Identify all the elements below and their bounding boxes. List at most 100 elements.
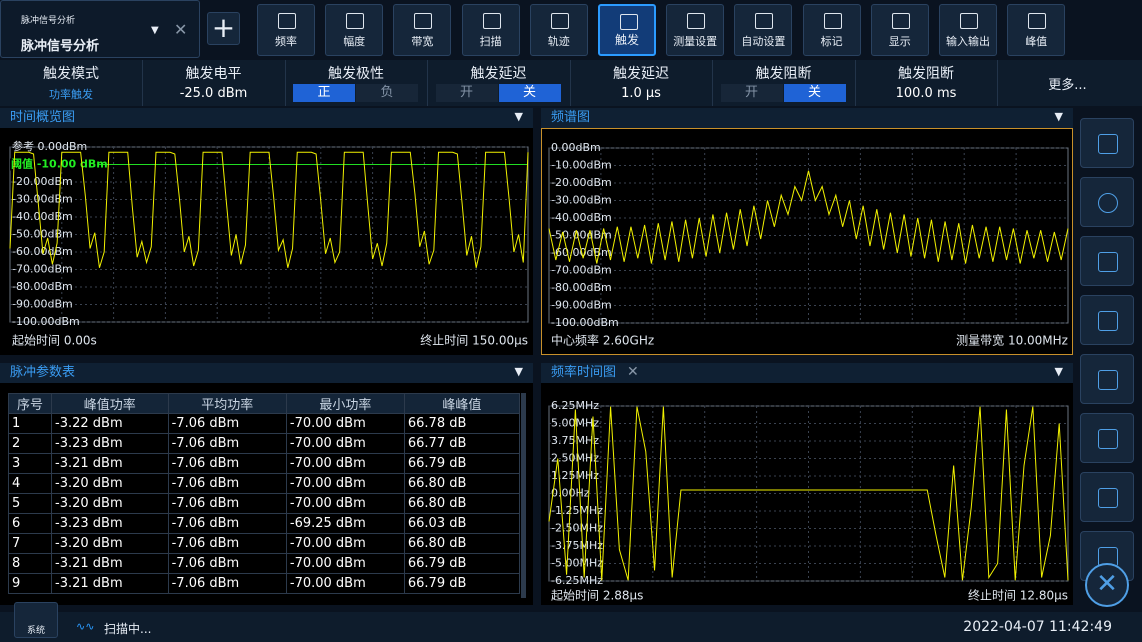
panel-menu[interactable]: ▼: [514, 110, 523, 123]
setting-value: -25.0 dBm: [179, 86, 248, 101]
y-tick-label: -5.00MHz: [551, 557, 603, 570]
column-header: 峰值功率: [51, 393, 169, 414]
side-button[interactable]: [1080, 295, 1134, 345]
toolbar-button[interactable]: 触发: [598, 4, 656, 56]
trace: [548, 170, 1069, 264]
setting[interactable]: 触发延迟 1.0 µs: [570, 60, 713, 106]
side-icon: [1098, 252, 1118, 272]
panel-title: 脉冲参数表: [0, 363, 533, 383]
y-tick-label: 1.25MHz: [551, 469, 599, 482]
toolbar-button[interactable]: 频率: [257, 4, 315, 56]
button-label: 自动设置: [741, 35, 786, 48]
column-header: 最小功率: [285, 393, 405, 414]
table-row[interactable]: 2 -3.23 dBm -7.06 dBm -70.00 dBm 66.77 dB: [8, 433, 521, 454]
toolbar-button[interactable]: 自动设置: [734, 4, 793, 56]
button-icon: [755, 13, 774, 29]
table-cell: 9: [8, 573, 52, 594]
y-tick-label: -70.00dBm: [551, 264, 612, 277]
more-button[interactable]: 更多...: [1048, 78, 1087, 93]
table-row[interactable]: 6 -3.23 dBm -7.06 dBm -69.25 dBm 66.03 dB: [8, 513, 521, 534]
toolbar-button[interactable]: 轨迹: [529, 4, 588, 56]
table-row[interactable]: 1 -3.22 dBm -7.06 dBm -70.00 dBm 66.78 dB: [8, 413, 521, 434]
table-cell: 66.80 dB: [403, 473, 521, 494]
threshold-bg: [10, 158, 98, 171]
toggle-option[interactable]: 负: [356, 84, 418, 102]
y-tick-label: 6.25MHz: [551, 399, 599, 412]
side-icon: [1098, 134, 1118, 154]
table-row[interactable]: 4 -3.20 dBm -7.06 dBm -70.00 dBm 66.80 dB: [8, 473, 521, 494]
pulse-table-panel: 脉冲参数表 ▼ 序号 峰值功率 平均功率 最小功率 峰峰值 1 -3.22 dBm -7.06…: [0, 363, 533, 605]
panel-menu[interactable]: ▼: [1054, 110, 1063, 123]
toolbar-button[interactable]: 输入输出: [939, 4, 997, 56]
end-label: 终止时间 12.80µs: [968, 588, 1068, 603]
table-cell: -7.06 dBm: [167, 413, 287, 434]
side-button[interactable]: [1080, 354, 1134, 404]
setting[interactable]: 触发极性正负: [285, 60, 428, 106]
side-button[interactable]: [1080, 413, 1134, 463]
side-icon: [1098, 311, 1118, 331]
setting[interactable]: 触发延迟开关: [428, 60, 571, 106]
scrollbar[interactable]: [521, 393, 526, 598]
table-row[interactable]: 5 -3.20 dBm -7.06 dBm -70.00 dBm 66.80 dB: [8, 493, 521, 514]
panel-menu[interactable]: ▼: [1054, 365, 1063, 378]
y-tick-label: 3.75MHz: [551, 434, 599, 447]
add-button[interactable]: +: [207, 12, 240, 45]
setting[interactable]: 触发模式 功率触发: [0, 60, 143, 106]
close[interactable]: ✕: [174, 20, 188, 39]
table-cell: -3.21 dBm: [51, 553, 169, 574]
toggle-option[interactable]: 关: [783, 84, 846, 102]
menu-button[interactable]: ✕: [1085, 563, 1129, 607]
button-label: 输入输出: [946, 35, 990, 48]
setting[interactable]: 触发阻断 100.0 ms: [855, 60, 998, 106]
table-cell: -3.20 dBm: [51, 493, 169, 514]
toggle-option[interactable]: 开: [720, 84, 783, 102]
y-tick-label: -50.00dBm: [12, 228, 73, 241]
toggle-option[interactable]: 正: [293, 84, 355, 102]
setting[interactable]: 触发阻断开关: [713, 60, 856, 106]
app-selector[interactable]: 脉冲信号分析 脉冲信号分析 ▼ ✕: [0, 0, 200, 58]
y-tick-label: -6.25MHz: [551, 574, 603, 587]
trace: [548, 406, 1069, 581]
toolbar-button[interactable]: 显示: [870, 4, 929, 56]
toolbar-button[interactable]: 带宽: [393, 4, 452, 56]
side-button[interactable]: [1080, 118, 1134, 168]
toolbar-button[interactable]: 扫描: [461, 4, 520, 56]
datetime: 2022-04-07 11:42:49: [963, 619, 1112, 635]
table-row[interactable]: 9 -3.21 dBm -7.06 dBm -70.00 dBm 66.79 dB: [8, 573, 521, 594]
table-row[interactable]: 8 -3.21 dBm -7.06 dBm -70.00 dBm 66.79 dB: [8, 553, 521, 574]
button-icon: [482, 13, 501, 29]
y-tick-label: -3.75MHz: [551, 539, 603, 552]
table-cell: -7.06 dBm: [167, 433, 287, 454]
table-row[interactable]: 3 -3.21 dBm -7.06 dBm -70.00 dBm 66.79 dB: [8, 453, 521, 474]
table-cell: -70.00 dBm: [285, 573, 405, 594]
close[interactable]: ✕: [627, 364, 639, 380]
dropdown-arrow: ▼: [151, 25, 159, 36]
side-button[interactable]: [1080, 472, 1134, 522]
app-label: 脉冲信号分析: [21, 16, 76, 26]
table-cell: 6: [8, 513, 52, 534]
setting[interactable]: 触发电平 -25.0 dBm: [143, 60, 286, 106]
column-header: 平均功率: [167, 393, 287, 414]
table-cell: -7.06 dBm: [167, 473, 287, 494]
side-button[interactable]: [1080, 236, 1134, 286]
toolbar-button[interactable]: 标记: [802, 4, 861, 56]
panel-title: 时间概览图: [0, 108, 533, 128]
side-button[interactable]: [1080, 177, 1134, 227]
panel-title: 频率时间图: [541, 363, 1073, 383]
toggle-option[interactable]: 开: [435, 84, 498, 102]
toolbar-button[interactable]: 峰值: [1007, 4, 1066, 56]
table-cell: -70.00 dBm: [285, 453, 405, 474]
trace: [9, 151, 529, 268]
y-tick-label: -50.00dBm: [551, 229, 612, 242]
side-icon: [1098, 488, 1118, 508]
end-label: 终止时间 150.00µs: [420, 333, 528, 348]
freq-time-plot: 6.25MHz5.00MHz3.75MHz2.50MHz1.25MHz0.00H…: [548, 399, 1069, 603]
toolbar-button[interactable]: 幅度: [325, 4, 384, 56]
panel-menu[interactable]: ▼: [514, 365, 523, 378]
toolbar-button[interactable]: 测量设置: [666, 4, 725, 56]
setting-label: 触发阻断: [755, 66, 812, 82]
status-bar: 系统 ∿∿ 扫描中... 2022-04-07 11:42:49: [0, 602, 1142, 642]
table-row[interactable]: 7 -3.20 dBm -7.06 dBm -70.00 dBm 66.80 dB: [8, 533, 521, 554]
toggle-option[interactable]: 关: [498, 84, 561, 102]
system-button[interactable]: 系统: [14, 602, 58, 638]
